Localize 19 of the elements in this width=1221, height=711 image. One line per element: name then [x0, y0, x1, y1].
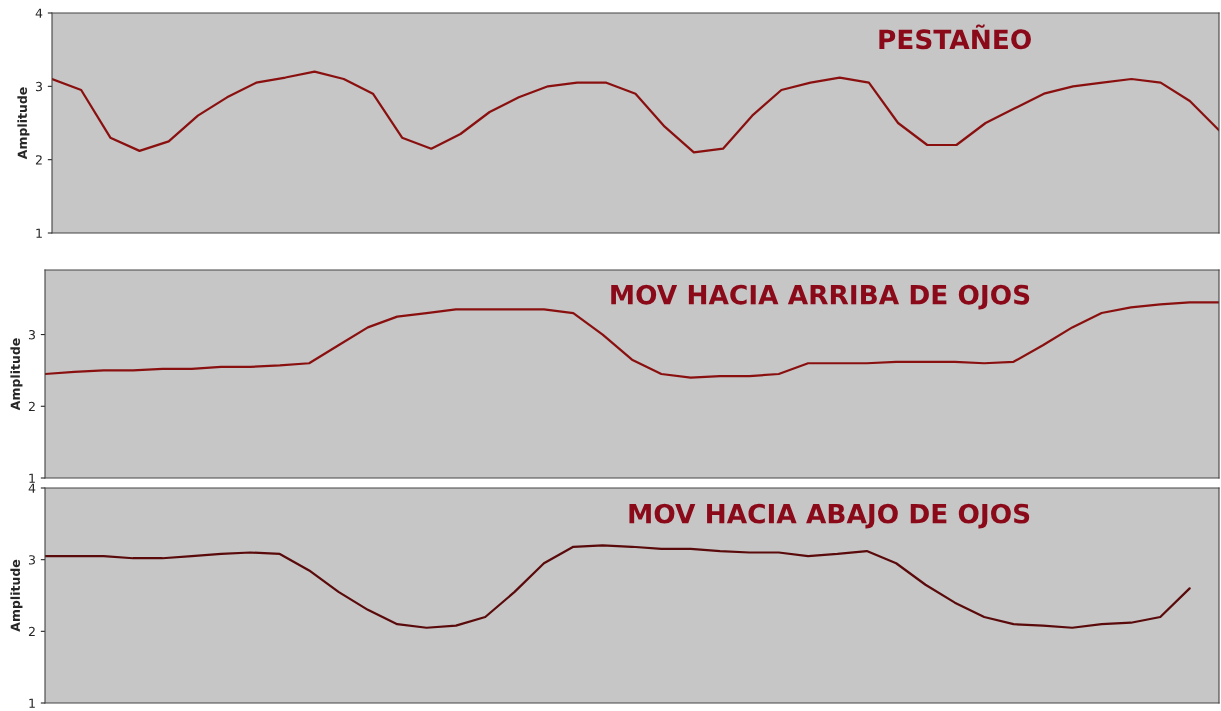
text: MOV HACIA ABAJO DE OJOS	[629, 503, 1030, 529]
chart-title: PESTAÑEO	[879, 24, 1031, 50]
line-series	[52, 70, 1219, 154]
line-series	[45, 544, 1191, 629]
y-tick-label: 2	[35, 155, 42, 165]
y-tick-label: 1	[36, 228, 42, 238]
y-tick-label: 3	[35, 81, 42, 92]
y-tick-label: 2	[28, 401, 35, 412]
y-tick-label: 3	[28, 330, 35, 340]
y-tick-label: 1	[29, 473, 35, 483]
text: MOV HACIA ARRIBA DE OJOS	[611, 284, 1030, 310]
y-tick-label: 4	[35, 8, 43, 18]
y-axis-title: Amplitude	[17, 87, 30, 160]
y-tick-label: 4	[28, 483, 36, 493]
y-axis-title: Amplitude	[10, 559, 23, 632]
y-tick-label: 1	[29, 698, 35, 708]
y-axis-title: Amplitude	[10, 338, 23, 411]
y-tick-label: 2	[28, 626, 35, 637]
y-tick-label: 3	[28, 555, 35, 565]
